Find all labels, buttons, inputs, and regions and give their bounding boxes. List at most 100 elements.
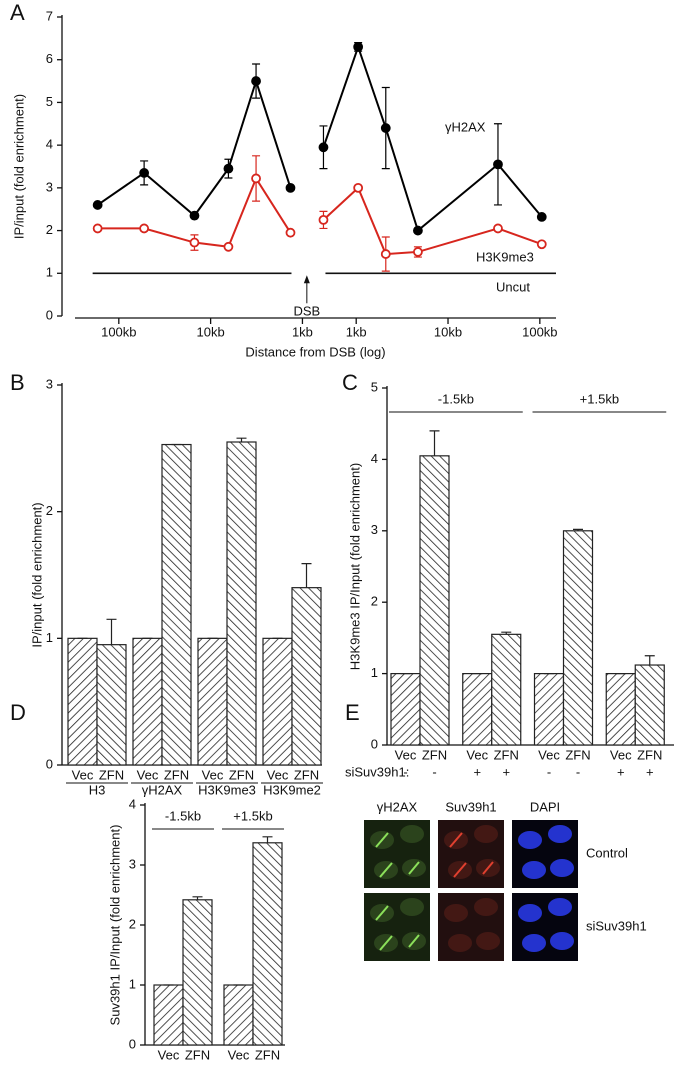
y-tick-label: 3 bbox=[46, 179, 53, 194]
y-tick-label: 3 bbox=[129, 856, 136, 871]
y-tick-label: 4 bbox=[371, 451, 378, 466]
stripe bbox=[482, 861, 494, 875]
stripe bbox=[379, 862, 393, 878]
marker bbox=[493, 223, 503, 234]
row-label: + bbox=[502, 764, 510, 779]
nucleus bbox=[548, 898, 572, 916]
x-tick-label: ZFN bbox=[255, 1047, 280, 1062]
bar bbox=[223, 984, 254, 1046]
group-label: +1.5kb bbox=[580, 391, 619, 406]
x-tick-label: ZFN bbox=[294, 767, 319, 782]
column-label: γH2AX bbox=[377, 799, 418, 814]
x-tick-label: 10kb bbox=[197, 324, 225, 339]
marker bbox=[285, 227, 296, 238]
x-tick-label: 1kb bbox=[292, 324, 313, 339]
series-line bbox=[322, 43, 543, 233]
nucleus bbox=[548, 825, 572, 843]
y-tick-label: 1 bbox=[371, 665, 378, 680]
group-label: -1.5kb bbox=[165, 808, 201, 823]
reference-label: Uncut bbox=[496, 280, 530, 295]
group-label: +1.5kb bbox=[233, 808, 272, 823]
error-bar bbox=[192, 896, 203, 900]
bar bbox=[419, 455, 450, 746]
x-tick-label: ZFN bbox=[229, 767, 254, 782]
marker bbox=[413, 247, 423, 257]
stripe bbox=[408, 934, 420, 948]
row-label: - bbox=[547, 764, 551, 779]
marker bbox=[536, 239, 547, 250]
x-axis-label: Distance from DSB (log) bbox=[245, 344, 385, 359]
bar bbox=[562, 530, 594, 746]
bar bbox=[161, 443, 192, 766]
bar bbox=[291, 587, 322, 766]
group-label: H3K9me2 bbox=[263, 782, 321, 797]
panel-label: B bbox=[10, 370, 25, 395]
row-label: Control bbox=[586, 845, 628, 860]
x-tick-label: Vec bbox=[137, 767, 159, 782]
marker bbox=[251, 173, 261, 184]
series-label: H3K9me3 bbox=[476, 249, 534, 264]
error-bar bbox=[262, 836, 273, 843]
panel-label: C bbox=[342, 370, 358, 395]
bar bbox=[462, 672, 493, 746]
marker bbox=[536, 212, 547, 222]
y-tick-label: 3 bbox=[46, 376, 53, 391]
row-label: siSuv39h1 bbox=[586, 918, 647, 933]
marker bbox=[318, 214, 329, 225]
y-tick-label: 0 bbox=[46, 756, 53, 771]
panel-label: D bbox=[10, 700, 26, 725]
bar bbox=[252, 842, 283, 1046]
marker bbox=[493, 159, 503, 170]
bar bbox=[197, 637, 228, 766]
x-tick-label: ZFN bbox=[494, 747, 519, 762]
marker bbox=[189, 210, 200, 221]
y-tick-label: 2 bbox=[371, 594, 378, 609]
bar bbox=[132, 637, 163, 766]
row-label: - bbox=[432, 764, 436, 779]
x-tick-label: Vec bbox=[610, 747, 632, 762]
bar bbox=[634, 664, 665, 746]
micrograph bbox=[364, 820, 430, 888]
x-tick-label: Vec bbox=[466, 747, 488, 762]
x-tick-label: ZFN bbox=[185, 1047, 210, 1062]
nucleus bbox=[400, 898, 424, 916]
marker bbox=[139, 168, 150, 178]
y-tick-label: 4 bbox=[129, 796, 136, 811]
marker bbox=[139, 223, 150, 234]
row-label: - bbox=[576, 764, 580, 779]
annotation: DSB bbox=[293, 304, 320, 319]
nucleus bbox=[474, 825, 498, 843]
bar bbox=[182, 899, 213, 1046]
marker bbox=[223, 163, 234, 174]
marker bbox=[251, 76, 261, 86]
x-tick-label: ZFN bbox=[99, 767, 124, 782]
bar bbox=[153, 984, 184, 1046]
micrograph bbox=[364, 893, 430, 961]
y-tick-label: 0 bbox=[129, 1036, 136, 1051]
series-line bbox=[97, 77, 292, 218]
error-bar bbox=[644, 655, 655, 666]
group-label: γH2AX bbox=[142, 782, 183, 797]
y-tick-label: 2 bbox=[46, 222, 53, 237]
y-axis-label: Suv39h1 IP/Input (fold enrichment) bbox=[107, 825, 122, 1026]
marker bbox=[318, 142, 329, 153]
y-tick-label: 5 bbox=[46, 94, 53, 109]
series-line bbox=[97, 176, 292, 248]
x-tick-label: ZFN bbox=[637, 747, 662, 762]
group-label: H3K9me3 bbox=[198, 782, 256, 797]
y-tick-label: 1 bbox=[46, 630, 53, 645]
bar bbox=[390, 672, 421, 746]
group-label: H3 bbox=[89, 782, 106, 797]
x-tick-label: 10kb bbox=[434, 324, 462, 339]
x-tick-label: Vec bbox=[395, 747, 417, 762]
micrograph bbox=[438, 820, 504, 888]
marker bbox=[285, 182, 296, 193]
marker bbox=[189, 237, 200, 248]
y-axis-label: IP/input (fold enrichment) bbox=[29, 502, 44, 647]
x-tick-label: Vec bbox=[202, 767, 224, 782]
series-label: γH2AX bbox=[445, 119, 486, 134]
y-tick-label: 1 bbox=[129, 976, 136, 991]
bar bbox=[533, 672, 565, 746]
